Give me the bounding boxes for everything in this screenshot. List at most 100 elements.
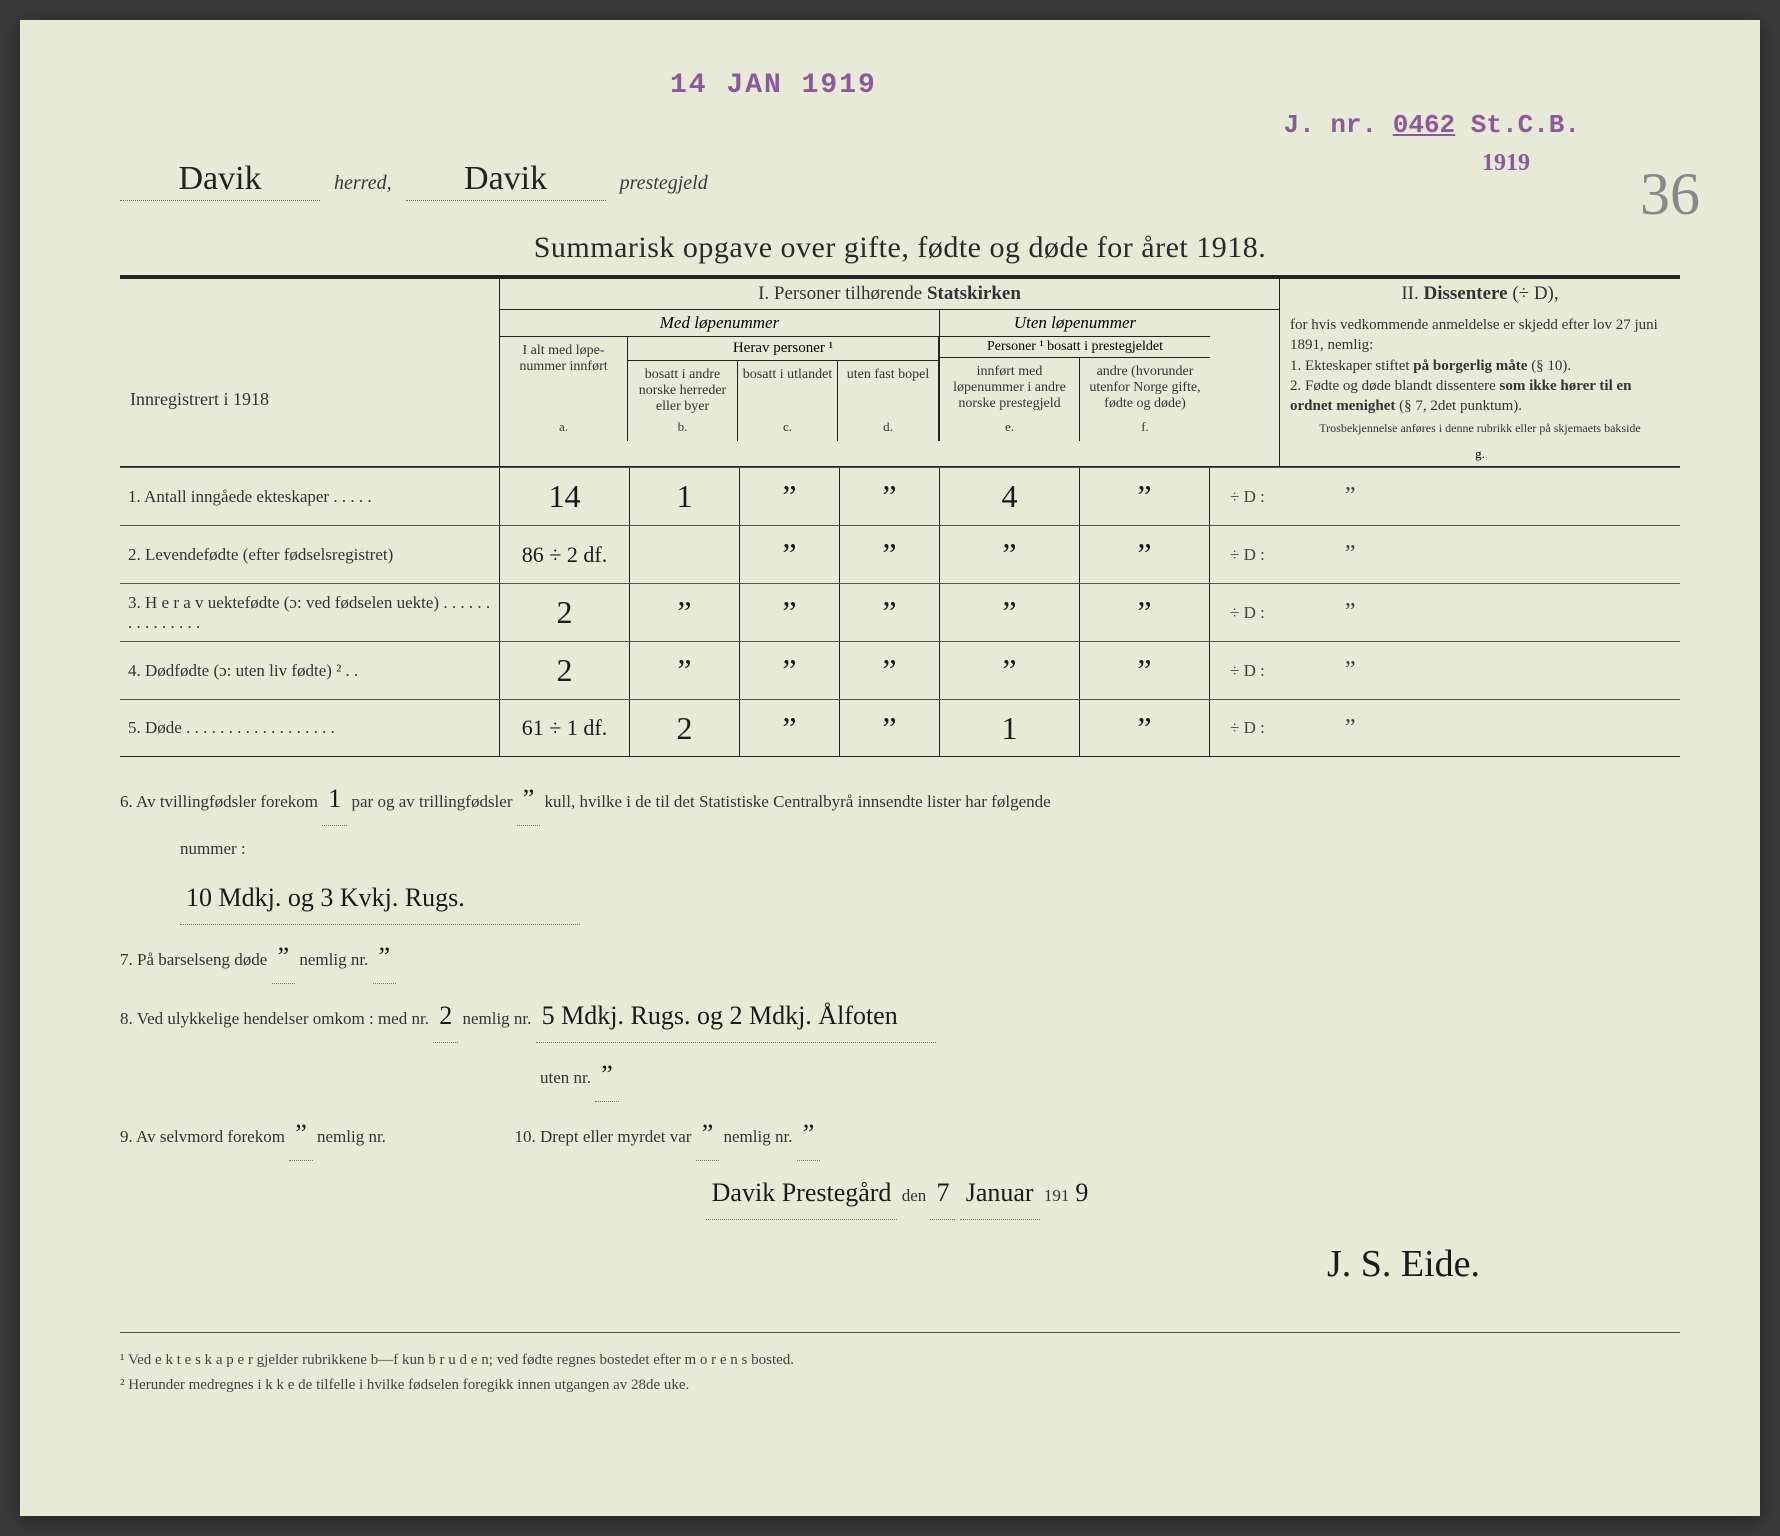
section-2-item2: 2. Fødte og døde blandt dissentere som i… xyxy=(1290,376,1670,417)
cell-a: 14 xyxy=(500,468,630,525)
signature-line: Davik Prestegård den 7 Januar 1919 xyxy=(120,1167,1680,1220)
col-d-letter: d. xyxy=(842,419,934,435)
cell-g-val: ” xyxy=(1345,599,1356,626)
herred-value: Davik xyxy=(120,160,320,201)
row-label: 5. Døde . . . . . . . . . . . . . . . . … xyxy=(120,700,500,756)
col-b-letter: b. xyxy=(632,419,733,435)
herav-title: Herav personer ¹ xyxy=(628,337,938,361)
section-2-title-suffix: (÷ D), xyxy=(1508,283,1559,304)
uten-lopenummer-wrap: Uten løpenummer Personer ¹ bosatt i pres… xyxy=(940,310,1210,441)
section-2-item1-bold: på borgerlig måte xyxy=(1413,358,1527,374)
col-c-text: bosatt i utlandet xyxy=(742,367,833,383)
section-1-title-prefix: I. Personer tilhørende xyxy=(758,283,927,304)
line10-mid: nemlig nr. xyxy=(724,1127,797,1146)
cell-f: ” xyxy=(1080,642,1210,699)
cell-d: ” xyxy=(840,642,940,699)
line8-uten-val: ” xyxy=(595,1049,619,1102)
col-f-letter: f. xyxy=(1084,419,1206,435)
cell-g-prefix: ÷ D : xyxy=(1230,661,1265,681)
cell-g: ÷ D : ” xyxy=(1210,526,1680,583)
line7-val: ” xyxy=(272,931,296,984)
line6-val1: 1 xyxy=(322,773,347,826)
cell-g-prefix: ÷ D : xyxy=(1230,545,1265,565)
footnote-2: ² Herunder medregnes i k k e de tilfelle… xyxy=(120,1374,1680,1397)
cell-g: ÷ D : ” xyxy=(1210,642,1680,699)
section-2-small: Trosbekjennelse anføres i denne rubrikk … xyxy=(1290,420,1670,436)
cell-d: ” xyxy=(840,700,940,756)
line6-pre: 6. Av tvillingfødsler forekom xyxy=(120,792,322,811)
line-8: 8. Ved ulykkelige hendelser omkom : med … xyxy=(120,990,1680,1043)
stamp-date: 14 JAN 1919 xyxy=(670,70,877,101)
row-label: 4. Dødfødte (ɔ: uten liv fødte) ² . . xyxy=(120,642,500,699)
data-rows: 1. Antall inngåede ekteskaper . . . . . … xyxy=(120,467,1680,757)
cell-g: ÷ D : ” xyxy=(1210,468,1680,525)
line8-uten-pre: uten nr. xyxy=(540,1068,595,1087)
cell-g-val: ” xyxy=(1345,541,1356,568)
line8-hw: 5 Mdkj. Rugs. og 2 Mdkj. Ålfoten xyxy=(536,990,936,1043)
line9-pre: 9. Av selvmord forekom xyxy=(120,1127,289,1146)
col-a-text: I alt med løpe-nummer innført xyxy=(504,343,623,375)
col-a-letter: a. xyxy=(504,419,623,435)
cell-f: ” xyxy=(1080,700,1210,756)
cell-g-prefix: ÷ D : xyxy=(1230,603,1265,623)
section-2-title-prefix: II. xyxy=(1401,283,1423,304)
line-7: 7. På barselseng døde ” nemlig nr. ” xyxy=(120,931,1680,984)
cell-b: ” xyxy=(630,642,740,699)
line6-handwritten: 10 Mdkj. og 3 Kvkj. Rugs. xyxy=(180,872,580,925)
col-e-text: innført med løpenummer i andre norske pr… xyxy=(944,364,1075,412)
cell-d: ” xyxy=(840,468,940,525)
section-2-body: for hvis vedkommende anmeldelse er skjed… xyxy=(1280,309,1680,442)
stamp-year: 1919 xyxy=(1482,150,1530,177)
section-2-item1-pre: 1. Ekteskaper stiftet xyxy=(1290,358,1413,374)
left-header-text: Innregistrert i 1918 xyxy=(120,279,499,420)
line10-val: ” xyxy=(696,1108,720,1161)
col-d-text: uten fast bopel xyxy=(842,367,934,383)
personer-bosatt-title: Personer ¹ bosatt i prestegjeldet xyxy=(940,337,1210,358)
section-2-title: II. Dissentere (÷ D), xyxy=(1280,279,1680,309)
col-b-text: bosatt i andre norske herreder eller bye… xyxy=(632,367,733,415)
cell-d: ” xyxy=(840,526,940,583)
jnr-label: J. nr. xyxy=(1284,110,1378,140)
col-e-header: innført med løpenummer i andre norske pr… xyxy=(940,358,1080,441)
stamp-journal-number: J. nr. 0462 St.C.B. xyxy=(1284,110,1580,140)
section-2-item2-pre: 2. Fødte og døde blandt dissentere xyxy=(1290,378,1500,394)
section-2-item1: 1. Ekteskaper stiftet på borgerlig måte … xyxy=(1290,356,1670,376)
place: Davik Prestegård xyxy=(706,1167,898,1220)
cell-a: 2 xyxy=(500,642,630,699)
cell-g-val: ” xyxy=(1345,715,1356,742)
table-row: 3. H e r a v uektefødte (ɔ: ved fødselen… xyxy=(120,583,1680,641)
cell-g-val: ” xyxy=(1345,657,1356,684)
med-lopenummer-header: Med løpenummer xyxy=(500,310,939,337)
section-2-line1: for hvis vedkommende anmeldelse er skjed… xyxy=(1290,315,1670,356)
den-label: den xyxy=(902,1186,931,1205)
col-g-letter: g. xyxy=(1280,442,1680,466)
footnote-1: ¹ Ved e k t e s k a p e r gjelder rubrik… xyxy=(120,1349,1680,1372)
section-2-item2-post: (§ 7, 2det punktum). xyxy=(1395,398,1522,414)
line9-mid: nemlig nr. xyxy=(317,1127,390,1146)
section-1: I. Personer tilhørende Statskirken Med l… xyxy=(500,279,1280,466)
row-label: 2. Levendefødte (efter fødselsregistret) xyxy=(120,526,500,583)
cell-d: ” xyxy=(840,584,940,641)
cell-g-val: ” xyxy=(1345,483,1356,510)
line-9-10: 9. Av selvmord forekom ” nemlig nr. 10. … xyxy=(120,1108,1680,1161)
col-d-header: uten fast bopel d. xyxy=(838,361,938,441)
line7-hw: ” xyxy=(373,931,397,984)
cell-e: ” xyxy=(940,642,1080,699)
line10-pre: 10. Drept eller myrdet var xyxy=(514,1127,695,1146)
footnotes: ¹ Ved e k t e s k a p e r gjelder rubrik… xyxy=(120,1332,1680,1396)
cell-b: ” xyxy=(630,584,740,641)
table-row: 4. Dødfødte (ɔ: uten liv fødte) ² . . 2 … xyxy=(120,641,1680,699)
date-year: 9 xyxy=(1069,1167,1094,1219)
table-row: 1. Antall inngåede ekteskaper . . . . . … xyxy=(120,467,1680,525)
cell-c: ” xyxy=(740,468,840,525)
line-6-nummer: nummer : xyxy=(120,832,1680,866)
cell-g: ÷ D : ” xyxy=(1210,700,1680,756)
line6-nummer-label: nummer : xyxy=(180,839,246,858)
table-row: 5. Døde . . . . . . . . . . . . . . . . … xyxy=(120,699,1680,757)
date-day: 7 xyxy=(930,1167,955,1220)
cell-a: 2 xyxy=(500,584,630,641)
section-2-item1-post: (§ 10). xyxy=(1527,358,1571,374)
line-8-uten: uten nr. ” xyxy=(120,1049,1680,1102)
line8-val1: 2 xyxy=(433,990,458,1043)
table-row: 2. Levendefødte (efter fødselsregistret)… xyxy=(120,525,1680,583)
